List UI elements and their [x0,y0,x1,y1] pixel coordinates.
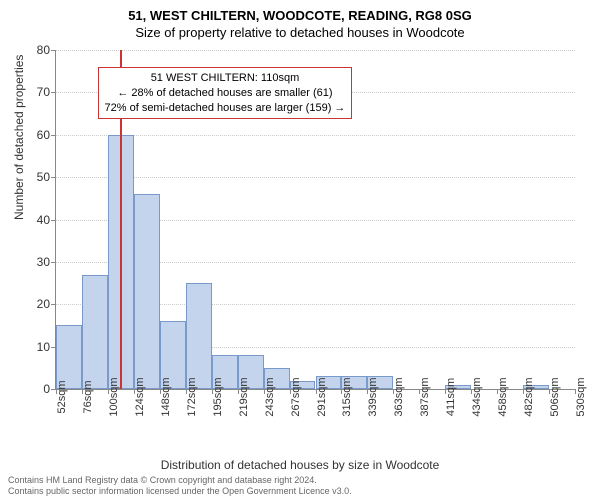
x-tick-label: 411sqm [445,378,457,416]
gridline [56,135,575,136]
gridline [56,50,575,51]
histogram-bar [56,325,82,389]
x-tick-label: 339sqm [367,377,379,416]
x-tick-label: 506sqm [549,377,561,416]
x-tick-label: 387sqm [419,377,431,416]
y-tick [51,262,56,263]
x-tick-label: 530sqm [575,377,587,416]
x-tick-label: 315sqm [341,377,353,416]
y-tick-label: 10 [37,340,50,354]
chart-title-sub: Size of property relative to detached ho… [0,23,600,40]
histogram-bar [82,275,108,389]
info-box-line: 51 WEST CHILTERN: 110sqm [105,71,346,86]
y-tick [51,304,56,305]
plot-area: 0102030405060708052sqm76sqm100sqm124sqm1… [55,50,575,390]
histogram-bar [134,194,160,389]
x-tick-label: 76sqm [82,380,94,413]
y-tick [51,177,56,178]
info-box-line: 72% of semi-detached houses are larger (… [105,101,346,116]
footer-attribution: Contains HM Land Registry data © Crown c… [8,475,352,498]
footer-line-2: Contains public sector information licen… [8,486,352,497]
y-tick-label: 50 [37,170,50,184]
x-tick-label: 219sqm [238,377,250,416]
y-tick-label: 60 [37,128,50,142]
x-tick-label: 195sqm [212,377,224,416]
x-tick-label: 100sqm [108,377,120,416]
chart-area: 0102030405060708052sqm76sqm100sqm124sqm1… [55,50,575,390]
x-tick-label: 434sqm [471,377,483,416]
y-tick-label: 80 [37,43,50,57]
y-tick-label: 40 [37,213,50,227]
x-axis-label: Distribution of detached houses by size … [0,458,600,472]
x-tick-label: 243sqm [264,377,276,416]
footer-line-1: Contains HM Land Registry data © Crown c… [8,475,352,486]
x-tick-label: 52sqm [56,380,68,413]
y-tick-label: 20 [37,297,50,311]
x-tick-label: 482sqm [523,377,535,416]
x-tick-label: 148sqm [160,377,172,416]
property-info-box: 51 WEST CHILTERN: 110sqm← 28% of detache… [98,67,353,120]
x-tick-label: 363sqm [393,377,405,416]
y-axis-label: Number of detached properties [12,55,26,220]
y-tick [51,220,56,221]
gridline [56,177,575,178]
chart-title-main: 51, WEST CHILTERN, WOODCOTE, READING, RG… [0,0,600,23]
histogram-bar [186,283,212,389]
x-tick-label: 291sqm [316,377,328,416]
info-box-line: ← 28% of detached houses are smaller (61… [105,86,346,101]
x-tick-label: 458sqm [497,377,509,416]
y-tick [51,50,56,51]
x-tick-label: 124sqm [134,377,146,416]
y-tick-label: 0 [43,382,50,396]
y-tick-label: 70 [37,85,50,99]
y-tick-label: 30 [37,255,50,269]
x-tick-label: 267sqm [290,377,302,416]
y-tick [51,135,56,136]
x-tick-label: 172sqm [186,377,198,416]
y-tick [51,92,56,93]
